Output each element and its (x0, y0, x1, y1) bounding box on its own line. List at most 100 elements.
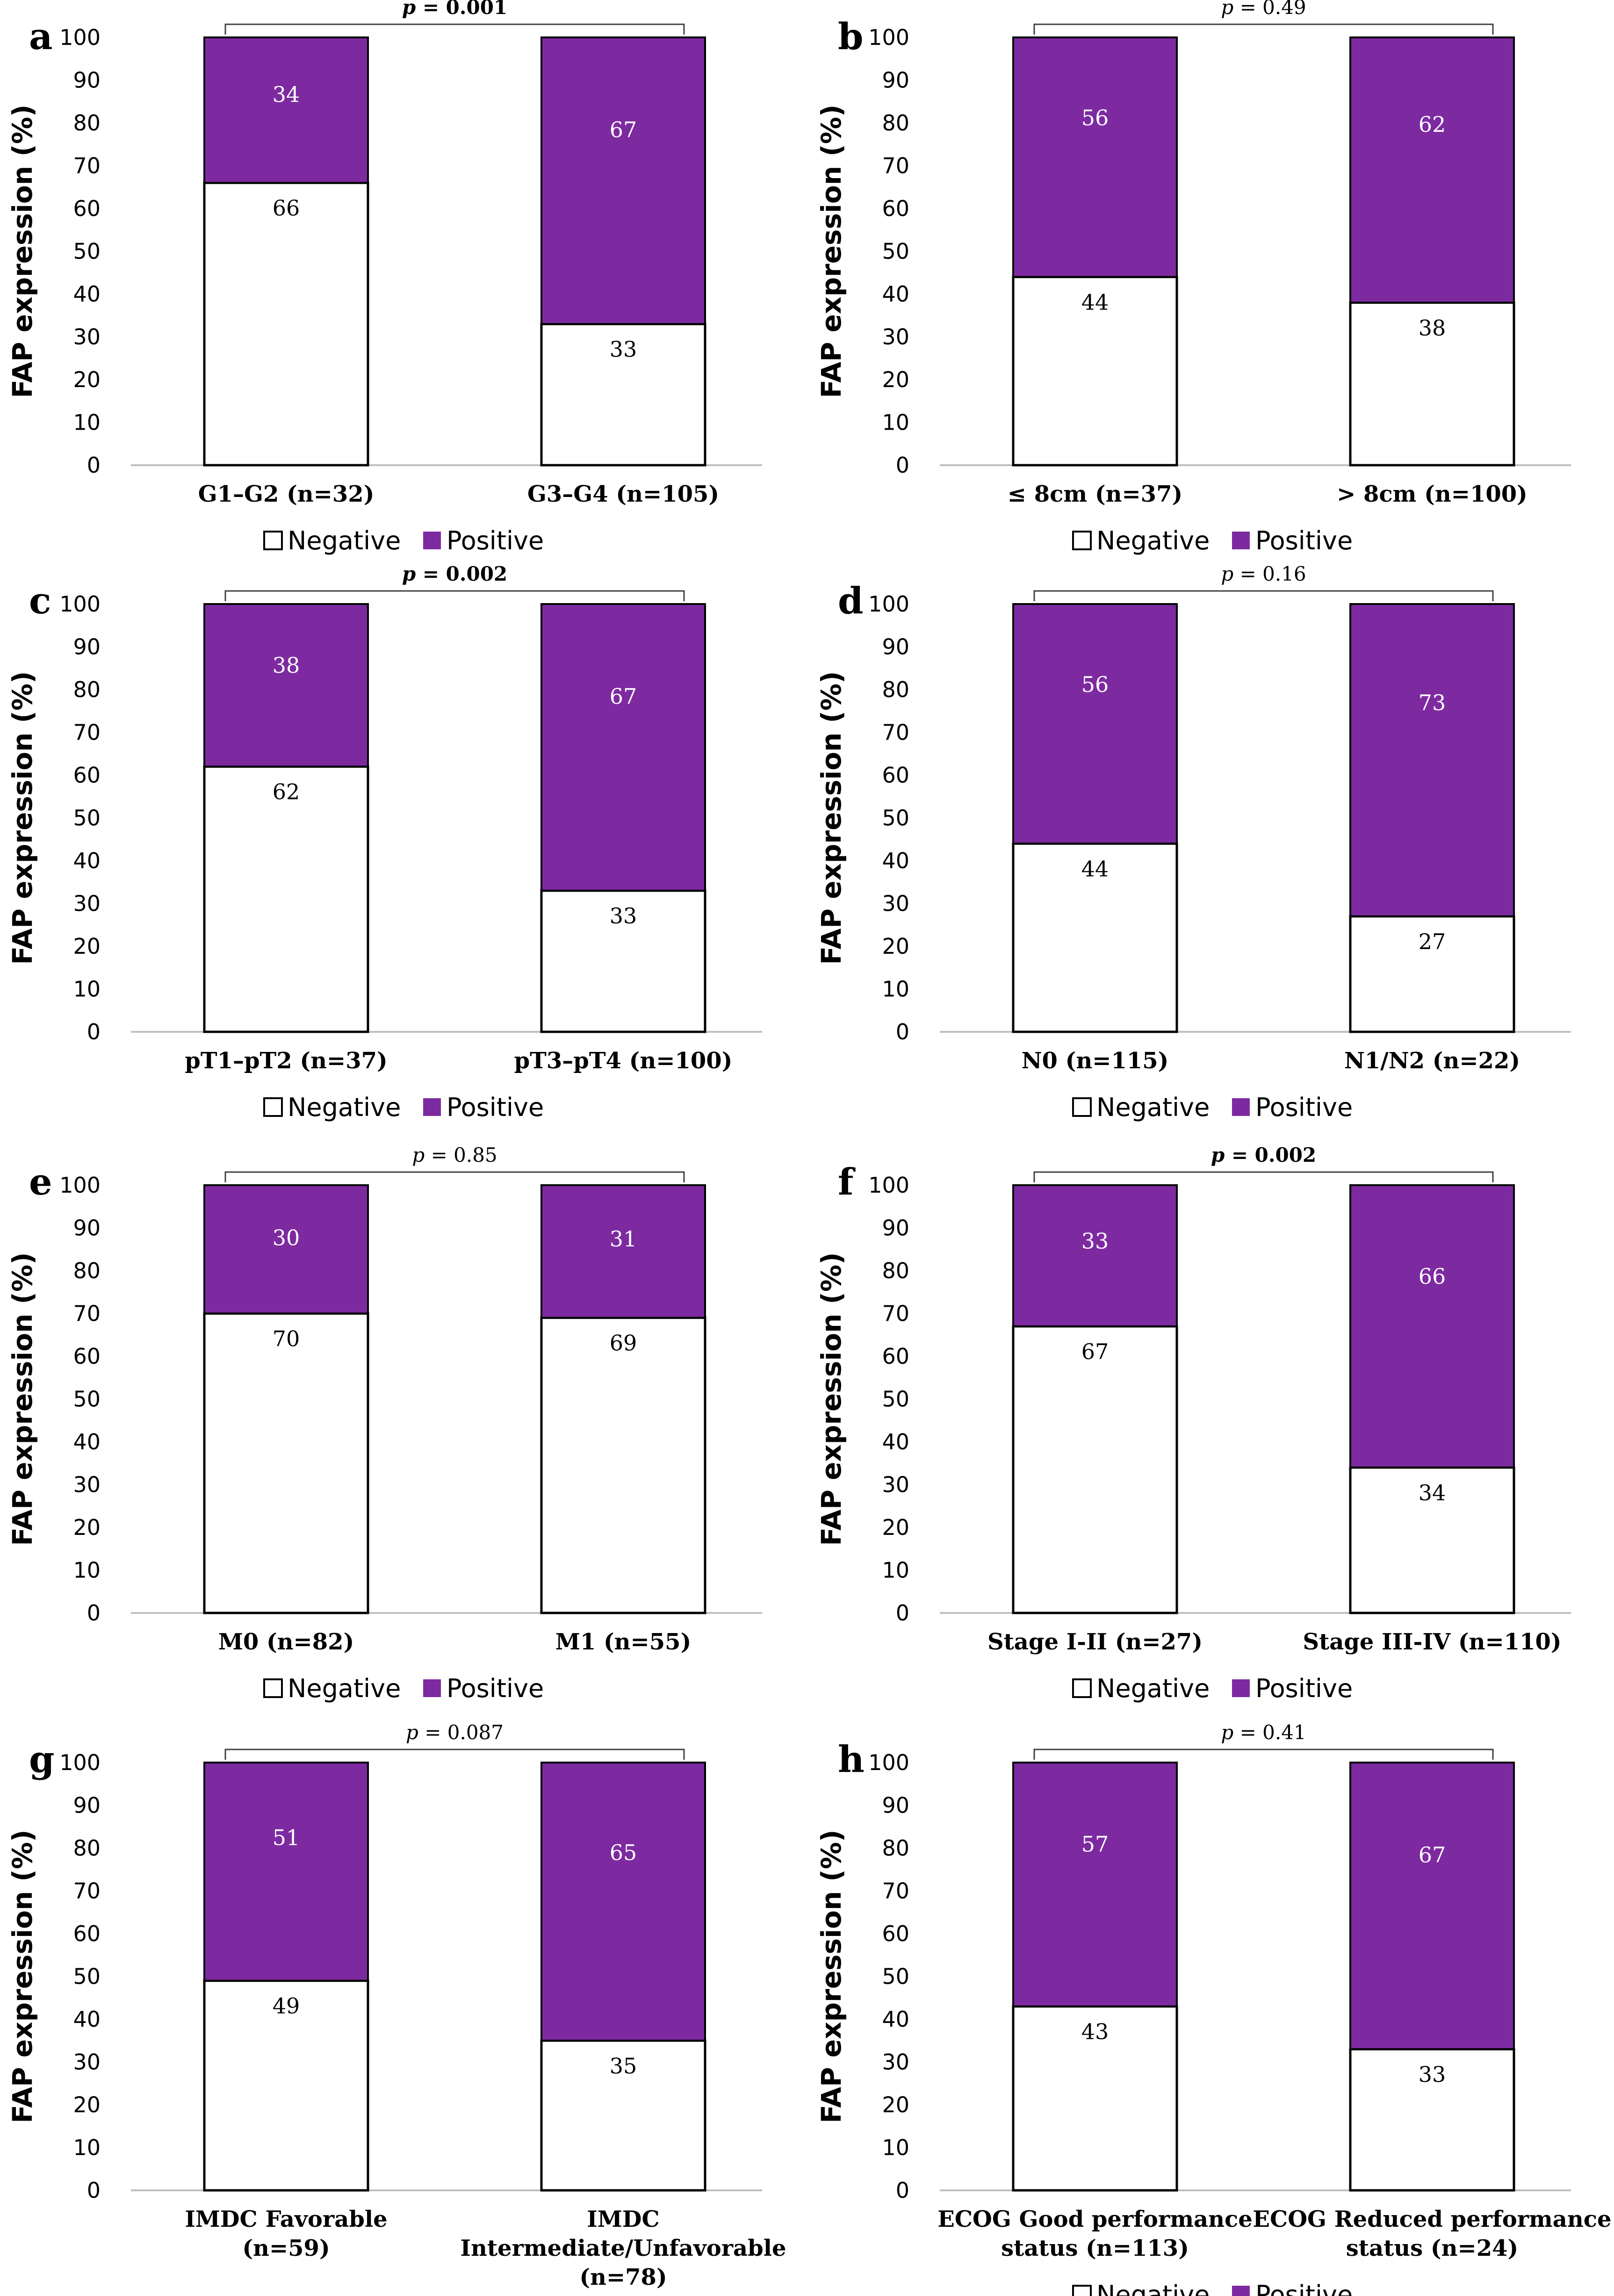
bar-positive-e-2 (540, 1184, 706, 1319)
legend-label-positive-f: Positive (1255, 1674, 1353, 1703)
y-tick-label-c-10: 10 (73, 977, 101, 1002)
y-tick-label-h-10: 10 (882, 2135, 909, 2160)
legend-label-negative-d: Negative (1096, 1093, 1210, 1122)
y-tick-label-e-90: 90 (73, 1216, 101, 1241)
y-tick-label-h-80: 80 (882, 1835, 909, 1861)
panel-letter-e: e (29, 1161, 52, 1203)
y-tick-label-d-50: 50 (882, 806, 909, 831)
panel-letter-b: b (838, 15, 864, 58)
p-value-symbol-h: p (1221, 1721, 1233, 1744)
data-label-negative-f-1: 67 (1081, 1339, 1109, 1364)
p-value-number-c: = 0.002 (416, 562, 507, 585)
y-tick-label-h-100: 100 (868, 1750, 909, 1775)
y-tick-label-a-20: 20 (73, 367, 101, 392)
y-tick-label-e-0: 0 (87, 1600, 101, 1626)
x-tick-label-a-1: G1–G2 (n=32) (198, 481, 375, 507)
data-label-positive-d-2: 73 (1419, 690, 1446, 715)
p-value-label-d: p = 0.16 (1221, 562, 1306, 585)
y-tick-label-e-10: 10 (73, 1558, 101, 1583)
y-tick-label-d-90: 90 (882, 634, 909, 660)
y-tick-label-g-70: 70 (73, 1879, 101, 1904)
p-value-bracket-h (1033, 1749, 1494, 1760)
y-tick-label-h-70: 70 (882, 1879, 909, 1904)
bar-negative-a-1 (203, 181, 369, 467)
y-tick-label-g-0: 0 (87, 2178, 101, 2203)
y-tick-label-e-50: 50 (73, 1387, 101, 1412)
p-value-number-f: = 0.002 (1225, 1144, 1316, 1166)
y-axis-title-f: FAP expression (%) (815, 1252, 847, 1546)
bar-positive-d-1 (1012, 603, 1178, 845)
p-value-label-e: p = 0.85 (412, 1144, 497, 1166)
p-value-number-b: = 0.49 (1233, 0, 1306, 19)
data-label-positive-e-1: 30 (273, 1225, 300, 1251)
y-tick-label-b-20: 20 (882, 367, 909, 392)
y-tick-label-a-60: 60 (73, 196, 101, 221)
bar-negative-b-2 (1349, 301, 1515, 467)
p-value-bracket-c (224, 590, 685, 601)
p-value-number-a: = 0.001 (416, 0, 507, 19)
p-value-bracket-b (1033, 23, 1494, 35)
legend-label-negative-c: Negative (288, 1093, 401, 1122)
y-tick-label-b-100: 100 (868, 25, 909, 50)
y-tick-label-g-90: 90 (73, 1793, 101, 1818)
legend-label-negative-f: Negative (1096, 1674, 1210, 1703)
p-value-number-g: = 0.087 (418, 1721, 504, 1744)
bar-positive-c-1 (203, 603, 369, 768)
p-value-bracket-d (1033, 590, 1494, 601)
p-value-symbol-f: p (1211, 1144, 1225, 1166)
legend-label-positive-d: Positive (1255, 1093, 1353, 1122)
legend-label-positive-e: Positive (447, 1674, 544, 1703)
data-label-positive-h-1: 57 (1081, 1831, 1109, 1857)
y-tick-label-e-70: 70 (73, 1301, 101, 1326)
y-tick-label-f-90: 90 (882, 1216, 909, 1241)
x-tick-label-g-2-line3: (n=78) (579, 2264, 667, 2290)
x-tick-label-g-2-line1: IMDC (587, 2206, 659, 2232)
data-label-positive-g-2: 65 (610, 1840, 637, 1865)
x-tick-label-e-2: M1 (n=55) (555, 1629, 692, 1655)
bar-negative-e-2 (540, 1317, 706, 1614)
bar-negative-c-2 (540, 889, 706, 1033)
x-tick-label-f-1: Stage I-II (n=27) (987, 1629, 1203, 1655)
y-tick-label-g-60: 60 (73, 1921, 101, 1946)
bar-positive-g-1 (203, 1762, 369, 1982)
y-tick-label-a-90: 90 (73, 68, 101, 93)
data-label-negative-c-2: 33 (610, 903, 637, 928)
legend-label-negative-a: Negative (288, 526, 401, 555)
x-tick-label-g-2-line2: Intermediate/Unfavorable (461, 2235, 786, 2261)
data-label-negative-g-2: 35 (610, 2053, 637, 2079)
legend-label-negative-e: Negative (288, 1674, 401, 1703)
p-value-number-d: = 0.16 (1233, 562, 1306, 585)
legend-swatch-positive-b (1232, 532, 1250, 549)
y-tick-label-h-90: 90 (882, 1793, 909, 1818)
x-tick-label-h-2-line1: ECOG Reduced performance (1253, 2206, 1611, 2232)
y-tick-label-a-30: 30 (73, 324, 101, 350)
bar-positive-c-2 (540, 603, 706, 892)
bar-positive-a-2 (540, 36, 706, 325)
x-tick-label-c-2: pT3–pT4 (n=100) (514, 1048, 733, 1074)
data-label-positive-h-2: 67 (1419, 1842, 1446, 1867)
legend-label-positive-b: Positive (1255, 526, 1353, 555)
y-tick-label-c-40: 40 (73, 848, 101, 873)
bar-positive-f-2 (1349, 1184, 1515, 1468)
y-tick-label-e-60: 60 (73, 1344, 101, 1369)
y-axis-title-b: FAP expression (%) (815, 104, 847, 398)
y-tick-label-d-80: 80 (882, 677, 909, 702)
legend-label-positive-a: Positive (447, 526, 544, 555)
bar-negative-c-1 (203, 765, 369, 1033)
y-tick-label-f-100: 100 (868, 1173, 909, 1198)
data-label-positive-e-2: 31 (610, 1226, 637, 1252)
y-tick-label-d-100: 100 (868, 591, 909, 617)
data-label-positive-a-1: 34 (273, 82, 300, 107)
x-tick-label-c-1: pT1–pT2 (n=37) (185, 1048, 387, 1074)
x-tick-label-g-1-line1: IMDC Favorable (185, 2206, 387, 2232)
y-tick-label-g-100: 100 (59, 1750, 101, 1775)
x-tick-label-f-2: Stage III-IV (n=110) (1303, 1629, 1561, 1655)
y-tick-label-f-30: 30 (882, 1472, 909, 1497)
y-tick-label-b-30: 30 (882, 324, 909, 350)
data-label-negative-g-1: 49 (273, 1994, 300, 2019)
y-tick-label-c-100: 100 (59, 591, 101, 617)
bar-positive-e-1 (203, 1184, 369, 1315)
p-value-bracket-a (224, 23, 685, 35)
y-tick-label-e-40: 40 (73, 1429, 101, 1454)
data-label-negative-e-2: 69 (610, 1331, 637, 1356)
